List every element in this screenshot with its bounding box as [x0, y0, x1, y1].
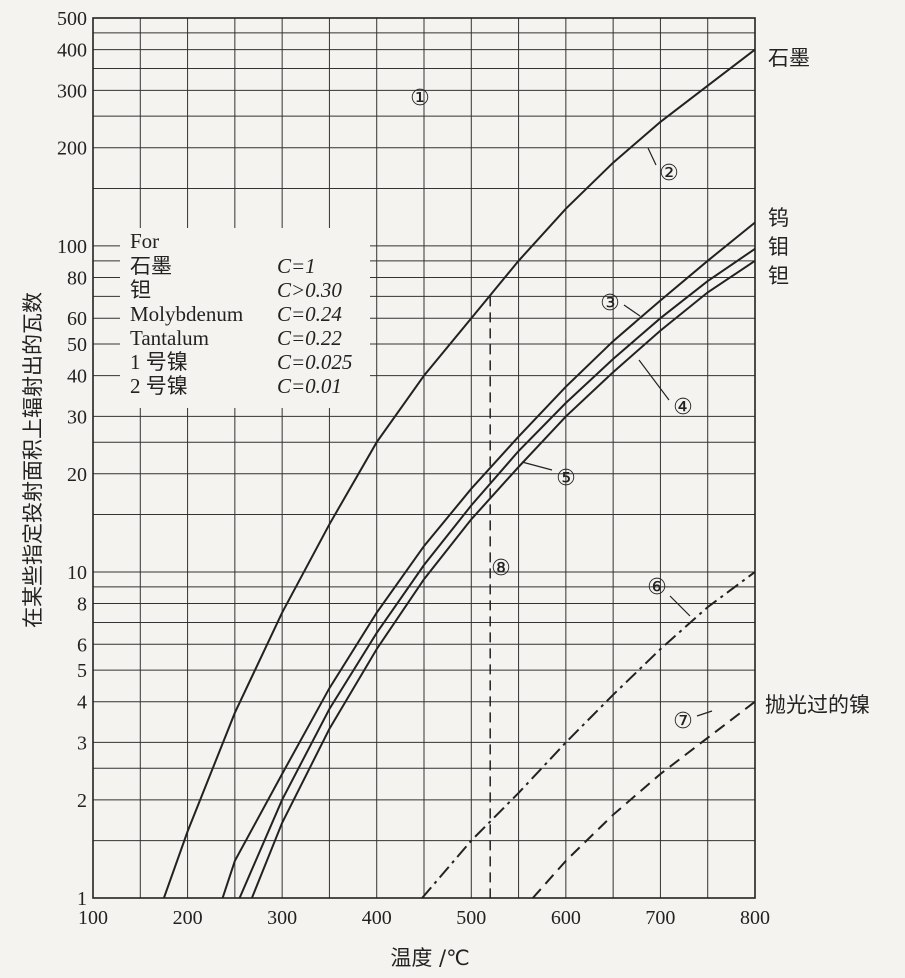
y-tick-label: 3 [77, 732, 87, 754]
axes: 100 200 300 400 500 600 700 800 1 2 3 4 5 6 8 10 20 30 40 5… [57, 8, 770, 929]
curve-label: 钼 [768, 235, 789, 259]
series-layer [162, 48, 756, 899]
legend-material: Tantalum [130, 326, 209, 350]
legend-header: For [130, 229, 159, 253]
y-tick-label: 500 [57, 8, 87, 30]
y-tick-label: 200 [57, 138, 87, 160]
legend-material: Molybdenum [130, 302, 243, 326]
y-tick-label: 10 [67, 562, 87, 584]
y-tick-label: 30 [67, 406, 87, 428]
y-tick-label: 20 [67, 464, 87, 486]
plot-frame [92, 17, 756, 899]
series-line-5 [421, 571, 756, 899]
series-line-3 [238, 247, 756, 899]
marker-leader [521, 461, 553, 471]
marker-leader [638, 359, 670, 401]
curve-marker: ② [659, 161, 679, 186]
curve-label: 抛光过的镍 [765, 693, 870, 717]
y-tick-label: 300 [57, 80, 87, 102]
series-line-4 [250, 259, 756, 899]
x-tick-label: 700 [645, 907, 675, 929]
legend-coefficient: C=0.025 [277, 350, 352, 374]
marker-leader [647, 147, 657, 166]
y-tick-label: 2 [77, 790, 87, 812]
y-tick-label: 4 [77, 692, 87, 714]
legend-material: 1 号镍 [130, 350, 188, 374]
legend-material: 钽 [130, 278, 151, 302]
legend-coefficient: C>0.30 [277, 278, 342, 302]
legend-coefficient: C=0.01 [277, 374, 342, 398]
x-tick-label: 500 [456, 907, 486, 929]
x-tick-label: 800 [740, 907, 770, 929]
legend-coefficient: C=0.22 [277, 326, 342, 350]
y-tick-label: 8 [77, 594, 87, 616]
x-tick-label: 600 [551, 907, 581, 929]
y-tick-label: 6 [77, 634, 87, 656]
curve-marker: ⑤ [556, 466, 576, 491]
x-tick-label: 100 [78, 907, 108, 929]
y-tick-label: 40 [67, 366, 87, 388]
series-line-2 [221, 221, 756, 899]
x-tick-label: 200 [173, 907, 203, 929]
y-tick-label: 400 [57, 40, 87, 62]
y-tick-label: 5 [77, 660, 87, 682]
legend-coefficient: C=0.24 [277, 302, 342, 326]
grid [92, 17, 756, 899]
curve-label: 石墨 [768, 46, 810, 70]
curve-marker: ⑦ [673, 709, 693, 734]
legend-material: 石墨 [130, 254, 172, 278]
legend-coefficient: C=1 [277, 254, 316, 278]
legend-background [120, 228, 370, 408]
y-tick-label: 50 [67, 334, 87, 356]
y-tick-label: 60 [67, 308, 87, 330]
curve-label: 钨 [768, 206, 789, 230]
curve-marker: ⑧ [491, 556, 511, 581]
curve-marker: ⑥ [647, 575, 667, 600]
marker-leader [623, 304, 641, 317]
marker-leader [696, 710, 713, 717]
y-tick-label: 1 [77, 888, 87, 910]
legend-material: 2 号镍 [130, 374, 188, 398]
y-tick-label: 80 [67, 267, 87, 289]
curve-label: 钽 [768, 264, 789, 288]
x-axis-label: 温度 /℃ [390, 946, 469, 970]
x-tick-label: 400 [362, 907, 392, 929]
curve-marker: ① [410, 86, 430, 111]
marker-leader [669, 595, 691, 617]
series-line-1 [162, 48, 756, 899]
curve-marker: ④ [673, 395, 693, 420]
y-tick-label: 100 [57, 236, 87, 258]
curve-marker: ③ [600, 291, 620, 316]
x-tick-label: 300 [267, 907, 297, 929]
series-line-6 [532, 700, 756, 899]
y-axis-label: 在某些指定投射面积上辐射出的瓦数 [21, 292, 45, 628]
